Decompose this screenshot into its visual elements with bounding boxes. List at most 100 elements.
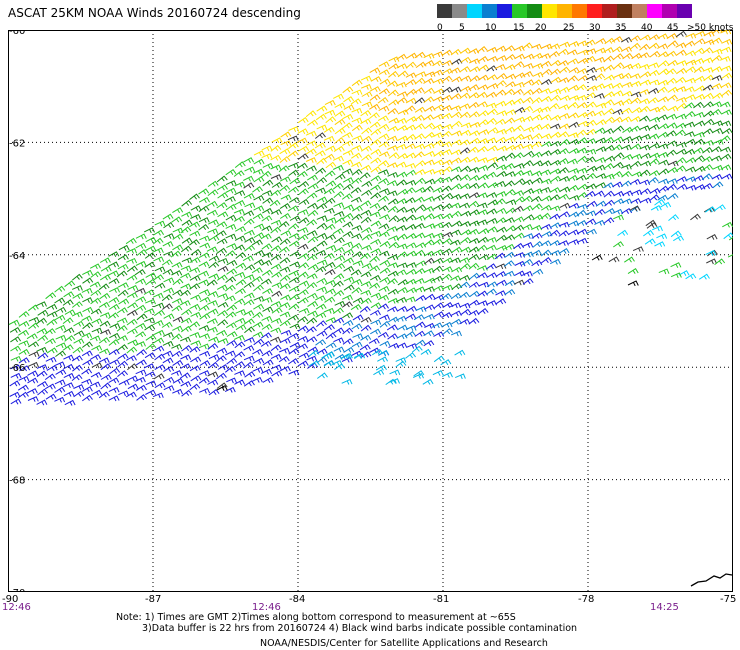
- wind-barb: [153, 345, 165, 352]
- wind-barb: [279, 283, 291, 290]
- wind-barb: [441, 159, 453, 166]
- wind-barb: [485, 263, 497, 270]
- wind-barb: [117, 254, 129, 261]
- wind-barb: [208, 336, 220, 343]
- lon-label-78: -78: [578, 594, 595, 605]
- wind-barb: [289, 261, 301, 268]
- wind-barb: [116, 270, 128, 278]
- wind-barb: [558, 86, 570, 93]
- wind-barb: [351, 177, 362, 185]
- wind-barb: [190, 340, 202, 346]
- wind-barb: [608, 256, 620, 263]
- wind-barb: [559, 66, 570, 74]
- wind-barb: [603, 182, 615, 189]
- wind-barb: [450, 105, 462, 111]
- wind-barb: [288, 223, 300, 230]
- wind-barb: [360, 118, 372, 125]
- wind-barb: [289, 215, 301, 222]
- wind-barb: [478, 254, 490, 261]
- wind-barb: [423, 87, 435, 94]
- legend-swatch: [452, 4, 467, 18]
- wind-barb: [289, 197, 300, 203]
- wind-barb: [670, 272, 682, 279]
- wind-barb: [612, 46, 624, 53]
- wind-barb: [442, 231, 454, 238]
- wind-barb: [432, 194, 444, 201]
- wind-barb: [422, 206, 434, 212]
- wind-barb: [233, 334, 245, 341]
- wind-barb: [667, 105, 679, 112]
- wind-barb: [532, 214, 544, 221]
- wind-barb: [224, 295, 236, 302]
- wind-barb: [685, 166, 697, 173]
- wind-barb: [360, 145, 372, 152]
- wind-barb: [396, 342, 408, 349]
- wind-barb: [217, 301, 229, 308]
- wind-barb: [701, 173, 713, 181]
- wind-barb: [207, 291, 219, 297]
- wind-barb: [477, 165, 489, 171]
- wind-barb: [568, 121, 580, 128]
- wind-barb: [253, 176, 265, 183]
- wind-barb: [180, 381, 192, 387]
- wind-barb: [630, 80, 642, 87]
- wind-barb: [306, 254, 318, 261]
- wind-barb: [225, 311, 237, 319]
- wind-barb: [325, 288, 337, 295]
- wind-barb: [432, 265, 443, 273]
- wind-barb: [333, 327, 345, 334]
- wind-barb: [441, 273, 453, 281]
- wind-barb: [405, 214, 417, 222]
- wind-barb: [73, 384, 85, 390]
- wind-barb: [91, 318, 103, 325]
- wind-barb: [395, 143, 407, 150]
- wind-barb: [548, 102, 560, 110]
- wind-barb: [594, 56, 606, 63]
- wind-barb: [135, 322, 147, 329]
- wind-barb: [351, 323, 363, 330]
- wind-barb: [18, 357, 30, 364]
- wind-barb: [388, 316, 400, 323]
- wind-barb: [387, 288, 399, 295]
- wind-barb: [109, 332, 121, 339]
- wind-barb: [215, 355, 227, 363]
- wind-barb: [613, 214, 624, 221]
- wind-barb: [620, 46, 632, 53]
- wind-barb: [145, 343, 157, 350]
- wind-barb: [341, 378, 353, 385]
- wind-barb: [522, 278, 534, 285]
- wind-barb: [412, 373, 424, 379]
- wind-barb: [271, 317, 282, 324]
- wind-barb: [404, 197, 416, 204]
- wind-barb: [162, 350, 174, 357]
- wind-barb: [595, 182, 607, 189]
- wind-barb: [576, 129, 587, 137]
- wind-barb: [351, 161, 363, 168]
- wind-barb: [377, 303, 389, 310]
- wind-barb: [378, 151, 390, 158]
- wind-barb: [386, 135, 398, 142]
- wind-barb: [505, 144, 517, 151]
- wind-barb: [163, 313, 175, 320]
- wind-barb: [577, 49, 589, 56]
- wind-barb: [206, 318, 218, 325]
- wind-barb: [387, 107, 399, 115]
- wind-barb: [55, 324, 67, 331]
- wind-barb: [450, 210, 462, 218]
- wind-barb: [352, 333, 364, 339]
- wind-barb: [171, 305, 183, 312]
- wind-barb: [307, 202, 318, 209]
- wind-barb: [477, 236, 489, 244]
- wind-barb: [279, 203, 291, 210]
- wind-barb: [99, 274, 111, 281]
- wind-barb: [27, 370, 39, 377]
- wind-barb: [504, 280, 516, 287]
- wind-barb: [37, 388, 48, 396]
- wind-barb: [540, 60, 552, 67]
- wind-barb: [316, 277, 328, 284]
- wind-barb: [441, 104, 453, 111]
- wind-barb: [244, 202, 256, 209]
- wind-barb: [216, 184, 228, 191]
- wind-barb: [208, 235, 220, 242]
- wind-barb: [405, 72, 417, 79]
